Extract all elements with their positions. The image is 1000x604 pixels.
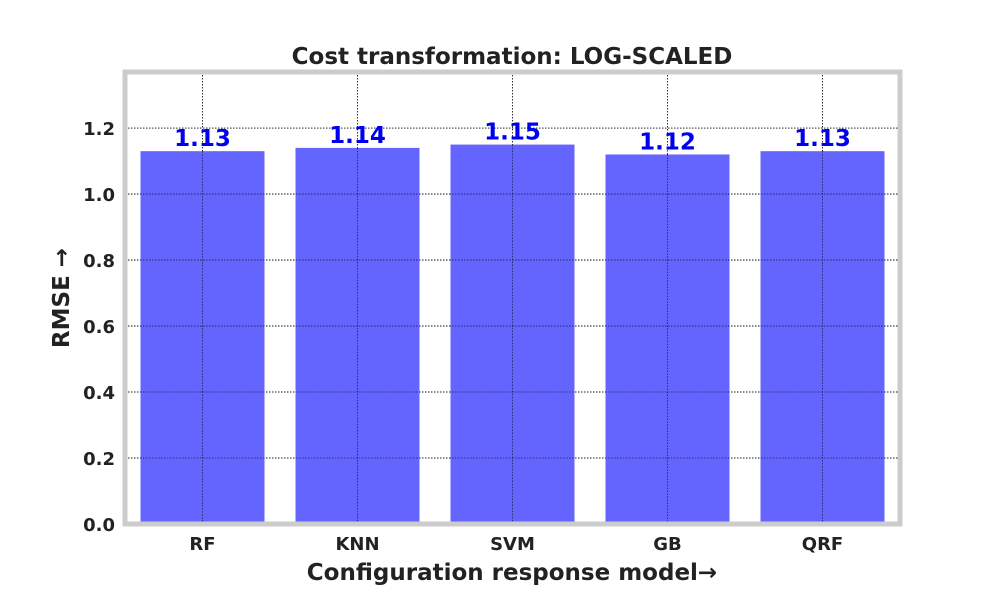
y-tick-label: 1.0 bbox=[83, 185, 115, 206]
chart-title: Cost transformation: LOG-SCALED bbox=[292, 44, 733, 70]
y-tick-label: 0.2 bbox=[83, 449, 115, 470]
plot-frame bbox=[122, 69, 903, 527]
label-layer: 1.13 1.14 1.15 1.12 1.13 bbox=[174, 120, 851, 156]
value-label: 1.13 bbox=[174, 126, 231, 152]
x-tick-label: GB bbox=[653, 534, 682, 555]
y-tick-label: 0.8 bbox=[83, 251, 115, 272]
x-tick-label: QRF bbox=[802, 534, 843, 555]
y-tick-label: 0.6 bbox=[83, 317, 115, 338]
y-tick-label: 1.2 bbox=[83, 119, 115, 140]
value-label: 1.13 bbox=[794, 126, 851, 152]
frame-layer bbox=[122, 69, 903, 527]
y-tick-label: 0.0 bbox=[83, 515, 115, 536]
x-tick-label: SVM bbox=[490, 534, 535, 555]
y-axis-label: RMSE → bbox=[49, 248, 75, 348]
tick-layer: 0.0 0.2 0.4 0.6 0.8 1.0 1.2 RF KNN SVM GB QRF bbox=[83, 119, 843, 555]
x-tick-label: RF bbox=[189, 534, 215, 555]
value-label: 1.15 bbox=[484, 120, 541, 146]
x-tick-label: KNN bbox=[335, 534, 379, 555]
value-label: 1.12 bbox=[639, 129, 696, 155]
x-axis-label: Configuration response model→ bbox=[307, 560, 717, 586]
bar-knn bbox=[295, 147, 420, 524]
value-label: 1.14 bbox=[329, 123, 386, 149]
bar-gb bbox=[605, 154, 730, 524]
y-tick-label: 0.4 bbox=[83, 383, 115, 404]
